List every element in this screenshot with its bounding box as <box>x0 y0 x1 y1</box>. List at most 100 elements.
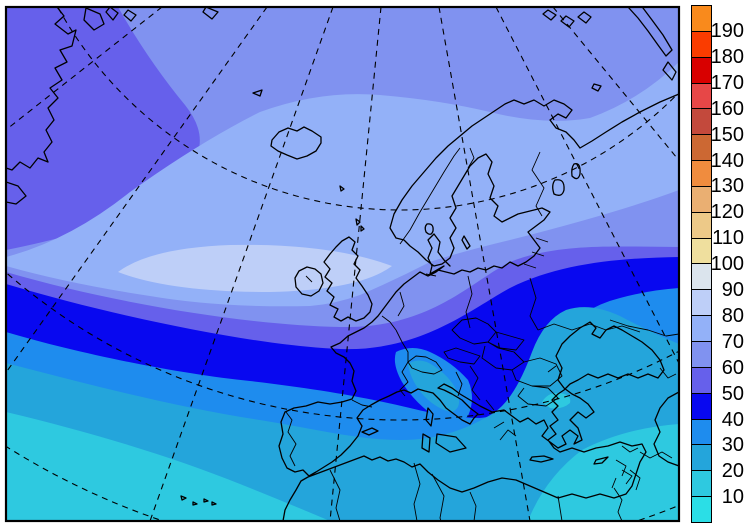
colorbar-tick-label-140: 140 <box>710 149 744 172</box>
coast-caspian <box>653 391 679 467</box>
coast-great-britain <box>323 236 373 322</box>
border-line <box>425 273 437 277</box>
colorbar-tick-label-70: 70 <box>721 330 744 353</box>
colorbar-tick-label-170: 170 <box>710 71 744 94</box>
colorbar-cell-150-160 <box>692 109 711 136</box>
colorbar-tick-label-60: 60 <box>721 356 744 379</box>
border-line <box>467 147 475 169</box>
colorbar-cell-140-150 <box>692 135 711 162</box>
coast-balearics <box>361 427 379 436</box>
border-line <box>395 329 409 397</box>
coast-faroe-shetland <box>339 185 365 232</box>
meridian-line <box>329 7 382 521</box>
band-20-30-alps-core <box>408 360 460 412</box>
coast-novaya-zemlya <box>627 7 677 81</box>
colorbar-cell-130-140 <box>692 161 711 187</box>
lake-vanern <box>424 223 434 235</box>
coast-cyprus <box>593 456 609 465</box>
coast-crete <box>529 455 554 463</box>
border-line <box>465 275 473 329</box>
border-line <box>407 355 443 375</box>
border-line <box>531 151 545 217</box>
border-line <box>523 237 549 269</box>
coast-continental-europe-africa <box>278 265 665 521</box>
border-line <box>285 411 297 467</box>
meridian-line <box>552 7 679 162</box>
coast-sicily <box>435 433 467 453</box>
colorbar-cell-70-80 <box>692 316 711 342</box>
meridian-line <box>149 7 334 521</box>
colorbar-cell-160-170 <box>692 83 711 110</box>
border-line <box>351 399 373 408</box>
coast-greenland <box>6 7 77 171</box>
colorbar-cell-60-70 <box>692 341 711 368</box>
colorbar-tick-label-150: 150 <box>710 123 744 146</box>
colorbar-cell-100-110 <box>692 238 711 265</box>
border-line <box>557 495 563 521</box>
colorbar-tick-label-130: 130 <box>710 175 744 198</box>
coast-kolguev-island <box>591 83 602 92</box>
border-line <box>609 319 679 337</box>
colorbar-tick-label-190: 190 <box>710 20 744 42</box>
map-frame <box>4 5 681 523</box>
colorbar-tick-label-180: 180 <box>710 45 744 68</box>
band-80-90-max <box>118 244 392 292</box>
border-line <box>481 341 525 371</box>
border-line <box>615 445 641 491</box>
colorbar-cell-180-190 <box>692 31 711 58</box>
coast-greenland-south-tip <box>6 181 27 205</box>
border-line <box>611 469 633 521</box>
coast-franz-josef <box>542 9 592 28</box>
coast-gotland <box>461 235 471 250</box>
colorbar-cell-80-90 <box>692 290 711 317</box>
colorbar-cell-30-40 <box>692 419 711 446</box>
coast-canary-islands <box>180 495 217 506</box>
band-10-20-southwest <box>6 412 330 521</box>
colorbar-cell-120-130 <box>692 186 711 213</box>
border-line <box>487 331 525 351</box>
colorbar-tick-label-120: 120 <box>710 201 744 224</box>
band-70-80-north <box>6 62 679 307</box>
coast-iceland <box>270 126 322 160</box>
colorbar-cell-110-120 <box>692 212 711 239</box>
border-line <box>329 469 341 521</box>
colorbar-cell-<10 <box>692 497 711 522</box>
coast-ireland <box>294 266 324 297</box>
lake-ladoga <box>552 179 565 196</box>
colorbar-labels: 190 180 170 160 150 140 130 120 110 100 90 80 70 60 50… <box>699 0 747 529</box>
colorbar-tick-label-160: 160 <box>710 97 744 120</box>
border-line <box>381 291 405 331</box>
coast-svalbard <box>83 7 219 31</box>
meridian-line <box>495 7 679 365</box>
contour-bands <box>6 7 679 521</box>
lake-onega <box>571 163 581 180</box>
colorbar-tick-label-100: 100 <box>710 253 744 276</box>
colorbar <box>691 5 712 523</box>
border-line <box>399 147 461 245</box>
coast-sardinia <box>421 433 431 453</box>
border-line <box>443 347 481 365</box>
border-line <box>517 385 559 407</box>
coast-jan-mayen <box>252 89 263 97</box>
colorbar-tick-label-40: 40 <box>721 408 744 431</box>
border-line <box>431 473 445 521</box>
colorbar-cell-90-100 <box>692 264 711 291</box>
border-line <box>493 365 557 441</box>
colorbar-tick-label-10: 10 <box>721 486 744 509</box>
colorbar-cell-10-20 <box>692 471 711 498</box>
border-line <box>413 462 421 521</box>
border-line <box>537 323 641 333</box>
band-10-20-southeast <box>528 424 679 521</box>
border-line <box>469 491 477 521</box>
colorbar-tick-label-50: 50 <box>721 382 744 405</box>
coastlines <box>6 7 679 521</box>
colorbar-tick-label-30: 30 <box>721 434 744 457</box>
colorbar-cell-40-50 <box>692 393 711 420</box>
band-10-20-anatolia-spot <box>542 392 571 409</box>
border-line <box>639 367 677 459</box>
border-line <box>511 357 563 387</box>
colorbar-cell-20-30 <box>692 445 711 472</box>
